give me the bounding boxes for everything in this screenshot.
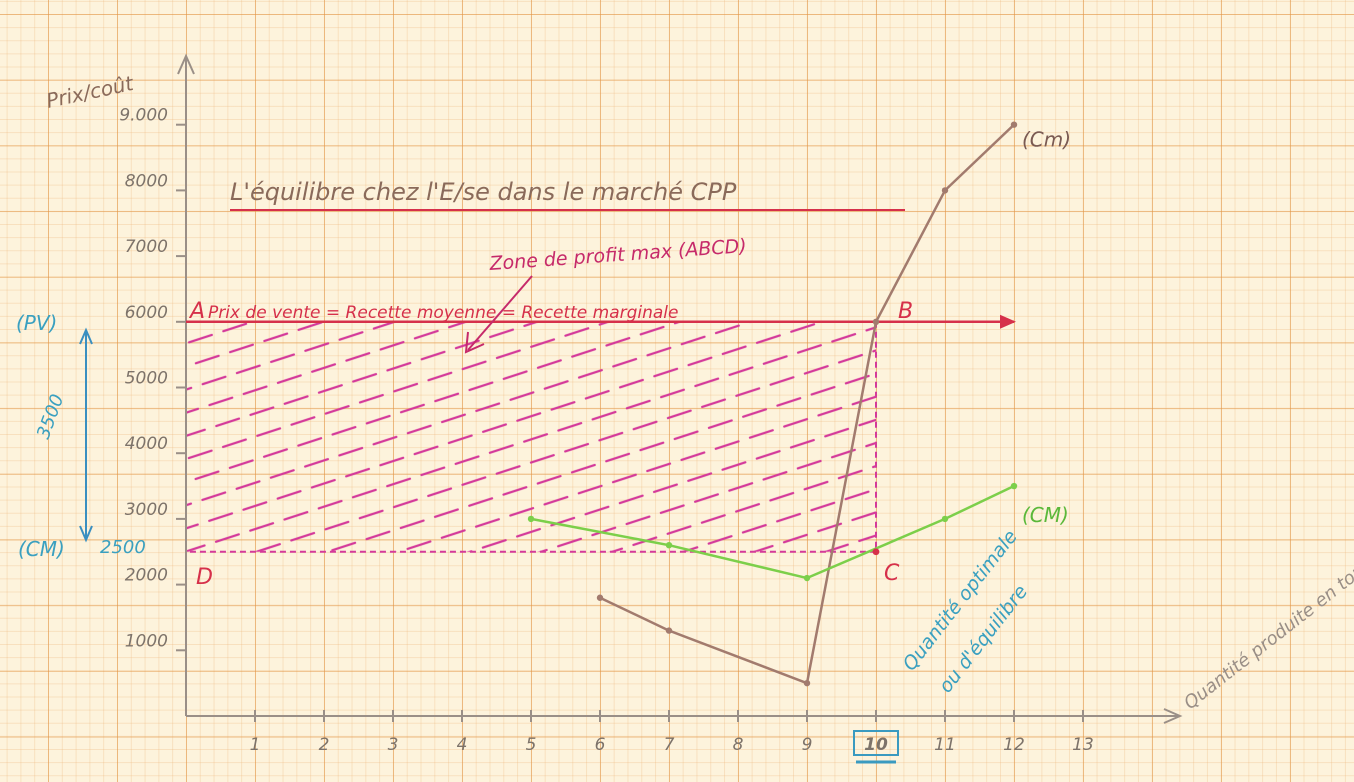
x-axis-label: Quantité produite en tonnes: [1180, 540, 1354, 714]
x-tick-label: 4: [457, 735, 468, 755]
x-tick-label: 11: [934, 735, 956, 755]
profit-zone: [185, 320, 877, 553]
x-tick-label: 10: [864, 735, 888, 755]
y-tick-label: 6000: [125, 303, 168, 323]
y-tick-label: 4000: [125, 434, 168, 454]
x-tick-label: 3: [388, 735, 399, 755]
series-line: [599, 123, 1015, 685]
y-tick-label: 9.000: [119, 106, 168, 126]
x-tick-label: 6: [595, 735, 606, 755]
y-tick-label: 1000: [125, 631, 168, 651]
point-c-marker: [872, 548, 880, 556]
series-point: [941, 515, 949, 523]
series-point: [872, 318, 880, 325]
chart-title: L'équilibre chez l'E/se dans le marché C…: [230, 178, 737, 206]
x-tick-label: 2: [319, 735, 330, 755]
x-tick-label: 12: [1003, 735, 1025, 755]
series-point: [596, 594, 604, 601]
profit-zone-arrow: [467, 275, 533, 351]
point-label-d: D: [196, 565, 213, 590]
series-point: [527, 515, 535, 523]
profit-zone-arrowhead: [464, 331, 485, 354]
price-line-arrowhead: [1000, 314, 1016, 329]
x-tick-label: 9: [802, 735, 813, 755]
y-axis-arrow: [177, 53, 195, 75]
y-tick-label: 2000: [125, 566, 168, 586]
x-tick-label: 13: [1072, 735, 1094, 755]
y-tick-label: 5000: [125, 369, 168, 389]
pv-label: (PV): [16, 311, 57, 335]
price-line-label: Prix de vente = Recette moyenne = Recett…: [208, 303, 679, 323]
series-point: [941, 187, 949, 194]
point-label-b: B: [898, 299, 913, 324]
gap-label: 3500: [33, 391, 68, 441]
series-point: [1010, 482, 1018, 490]
x-tick-label: 5: [526, 735, 537, 755]
point-label-a: A: [188, 299, 205, 324]
gap-arrowhead-bottom: [79, 525, 93, 543]
series-point: [803, 574, 811, 582]
series-point: [665, 627, 673, 634]
y-tick-label: 8000: [125, 171, 168, 191]
cm-left-label: (CM): [18, 537, 65, 561]
gap-arrowhead-top: [79, 327, 93, 345]
y-tick-label: 7000: [125, 237, 168, 257]
optimum-x-box: [853, 730, 899, 756]
point-label-c: C: [884, 561, 900, 586]
series-label: (Cm): [1022, 128, 1071, 152]
cm-value-label: 2500: [100, 537, 146, 558]
x-tick-label: 7: [664, 735, 675, 755]
x-tick-label: 1: [250, 735, 261, 755]
series-point: [803, 679, 811, 687]
series-point: [665, 541, 673, 549]
series-point: [1010, 121, 1018, 128]
x-axis-arrow: [1163, 708, 1183, 724]
profit-zone-label: Zone de profit max (ABCD): [488, 235, 748, 275]
x-tick-label: 8: [733, 735, 744, 755]
series-label: (CM): [1022, 503, 1069, 527]
y-tick-label: 3000: [125, 500, 168, 520]
